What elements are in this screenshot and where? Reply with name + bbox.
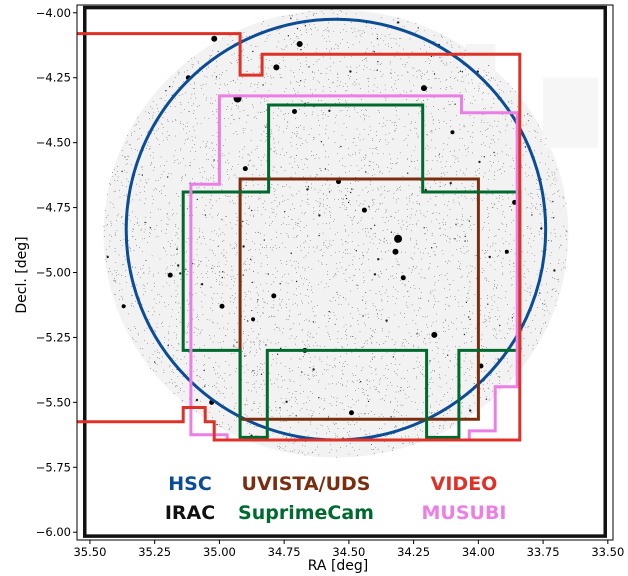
bright-star	[348, 410, 354, 416]
legend: HSC UVISTA/UDS VIDEO IRAC SuprimeCam MUSUBI	[165, 473, 507, 524]
y-tick-label: −5.25	[36, 330, 71, 344]
x-tick-label: 34.25	[397, 545, 430, 559]
legend-item-uvista-uds: UVISTA/UDS	[242, 473, 371, 495]
bright-star	[420, 85, 427, 92]
star-field-background	[103, 9, 599, 458]
y-tick-label: −4.25	[36, 71, 71, 85]
y-tick-label: −4.00	[36, 6, 71, 20]
bright-star	[242, 166, 248, 172]
suprimecam-footprint	[181, 103, 522, 439]
x-tick-label: 34.00	[462, 545, 495, 559]
x-tick-label: 34.50	[332, 545, 365, 559]
x-tick-label: 35.50	[73, 545, 106, 559]
bright-star	[431, 331, 438, 338]
bright-star	[392, 248, 399, 255]
bright-star	[394, 234, 403, 243]
bright-star	[450, 130, 455, 135]
bright-star	[504, 249, 509, 254]
bright-star	[296, 40, 303, 47]
bright-star	[292, 108, 298, 114]
field-disk	[103, 9, 569, 458]
legend-item-hsc: HSC	[168, 473, 212, 495]
video-footprint	[77, 32, 522, 442]
y-tick-label: −4.50	[36, 136, 71, 150]
y-tick-label: −6.00	[36, 525, 71, 539]
bright-star	[219, 303, 225, 309]
y-tick-label: −5.00	[36, 266, 71, 280]
uvista-uds-footprint	[238, 177, 480, 421]
bright-star	[211, 35, 218, 42]
legend-item-irac: IRAC	[165, 502, 215, 524]
x-tick-label: 35.00	[203, 545, 236, 559]
legend-item-video: VIDEO	[431, 473, 498, 495]
field-patch	[543, 77, 599, 148]
legend-item-musubi: MUSUBI	[422, 502, 507, 524]
bright-star	[400, 275, 406, 281]
y-tick-label: −5.50	[36, 395, 71, 409]
y-tick-label: −4.75	[36, 201, 71, 215]
bright-star	[361, 207, 367, 213]
bright-star	[271, 293, 277, 299]
musubi-footprint	[189, 94, 519, 442]
y-tick-label: −5.75	[36, 460, 71, 474]
x-tick-label: 33.75	[527, 545, 560, 559]
bright-star	[251, 317, 256, 322]
x-tick-label: 34.75	[268, 545, 301, 559]
bright-star	[273, 64, 280, 71]
irac-footprint	[83, 5, 607, 538]
legend-item-suprimecam: SuprimeCam	[238, 502, 374, 524]
bright-star	[167, 272, 173, 278]
bright-star	[121, 304, 126, 309]
axes: 35.50 35.25 35.00 34.75 34.50 34.25 34.00 33.75…	[36, 4, 624, 559]
x-tick-label: 35.25	[138, 545, 171, 559]
x-tick-label: 33.50	[591, 545, 624, 559]
y-axis-label: Decl. [deg]	[14, 236, 30, 313]
survey-footprints	[77, 5, 607, 538]
x-axis-label: RA [deg]	[308, 558, 369, 574]
